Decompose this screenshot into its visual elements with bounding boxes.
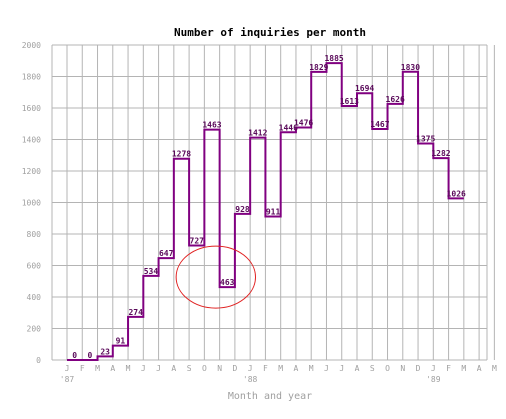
x-tick-label: O xyxy=(385,364,390,373)
data-label: 1282 xyxy=(431,149,450,158)
year-label: '89 xyxy=(426,375,441,384)
x-axis-ticks: J F M A M J J A S O N D J F M A M J J A S O N D J F M A M '87 '88 '89 xyxy=(60,364,497,384)
x-tick-label: J xyxy=(248,364,253,373)
x-tick-label: F xyxy=(80,364,85,373)
y-tick-label: 600 xyxy=(27,262,42,271)
x-tick-label: J xyxy=(324,364,329,373)
x-tick-label: M xyxy=(126,364,131,373)
data-label: 1830 xyxy=(401,63,420,72)
x-tick-label: J xyxy=(65,364,70,373)
data-label: 1467 xyxy=(370,120,389,129)
data-label: 1463 xyxy=(202,121,221,130)
x-tick-label: J xyxy=(339,364,344,373)
x-tick-label: A xyxy=(294,364,299,373)
x-tick-label: F xyxy=(446,364,451,373)
x-tick-label: A xyxy=(355,364,360,373)
data-label: 91 xyxy=(116,337,126,346)
data-label: 1626 xyxy=(386,95,405,104)
x-tick-label: S xyxy=(370,364,375,373)
data-label: 463 xyxy=(220,278,235,287)
y-tick-label: 1800 xyxy=(22,73,41,82)
data-label: 727 xyxy=(190,236,205,245)
data-label: 1885 xyxy=(324,54,343,63)
x-tick-label: D xyxy=(416,364,421,373)
y-tick-label: 1200 xyxy=(22,167,41,176)
y-tick-label: 200 xyxy=(27,325,42,334)
x-tick-label: M xyxy=(461,364,466,373)
y-tick-label: 800 xyxy=(27,230,42,239)
data-label: 911 xyxy=(266,208,281,217)
x-tick-label: S xyxy=(187,364,192,373)
annotation-ellipse xyxy=(176,246,255,308)
x-tick-label: N xyxy=(400,364,405,373)
y-tick-label: 400 xyxy=(27,293,42,302)
y-tick-label: 2000 xyxy=(22,41,41,50)
data-label: 1026 xyxy=(447,189,466,198)
year-label: '88 xyxy=(243,375,258,384)
x-tick-label: M xyxy=(492,364,497,373)
data-label: 647 xyxy=(159,249,174,258)
x-tick-label: M xyxy=(278,364,283,373)
x-tick-label: J xyxy=(156,364,161,373)
data-label: 1829 xyxy=(309,63,328,72)
x-tick-label: A xyxy=(477,364,482,373)
x-tick-label: N xyxy=(217,364,222,373)
data-label: 0 xyxy=(87,351,92,360)
data-label: 1375 xyxy=(416,134,435,143)
data-label: 1694 xyxy=(355,84,374,93)
chart-title: Number of inquiries per month xyxy=(174,26,366,39)
x-tick-label: M xyxy=(95,364,100,373)
y-tick-label: 1600 xyxy=(22,104,41,113)
data-label: 1412 xyxy=(248,129,267,138)
grid xyxy=(52,45,494,360)
data-label: 274 xyxy=(128,308,143,317)
x-tick-label: O xyxy=(202,364,207,373)
x-tick-label: J xyxy=(141,364,146,373)
annotations xyxy=(176,246,255,308)
x-tick-label: A xyxy=(110,364,115,373)
data-label: 1613 xyxy=(340,97,359,106)
x-axis-label: Month and year xyxy=(228,391,312,402)
data-label: 1278 xyxy=(172,150,191,159)
x-tick-label: F xyxy=(263,364,268,373)
y-tick-label: 0 xyxy=(36,356,41,365)
year-label: '87 xyxy=(60,375,75,384)
x-tick-label: J xyxy=(431,364,436,373)
y-axis-ticks: 0 200 400 600 800 1000 1200 1400 1600 1800 2000 xyxy=(22,41,41,365)
data-label: 0 xyxy=(72,351,77,360)
x-tick-label: D xyxy=(232,364,237,373)
data-label: 534 xyxy=(144,267,159,276)
x-tick-label: A xyxy=(171,364,176,373)
data-label: 928 xyxy=(235,205,250,214)
data-label: 1476 xyxy=(294,119,313,128)
x-tick-label: M xyxy=(309,364,314,373)
y-tick-label: 1400 xyxy=(22,136,41,145)
y-tick-label: 1000 xyxy=(22,199,41,208)
data-label: 23 xyxy=(100,347,110,356)
